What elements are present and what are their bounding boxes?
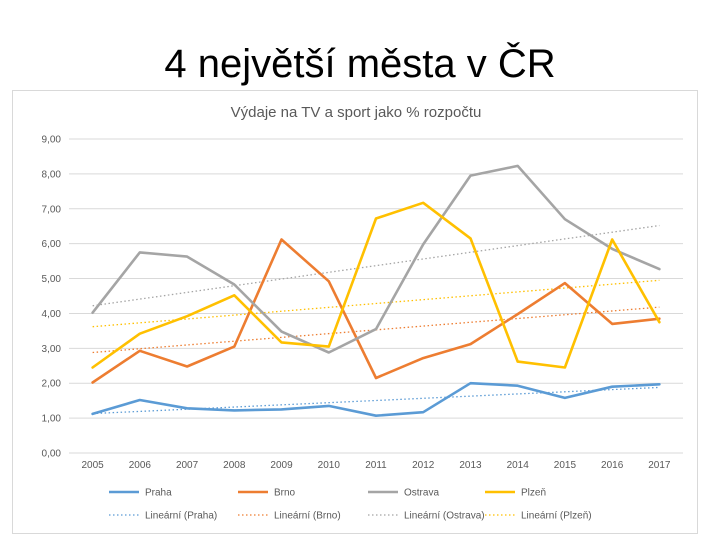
- y-tick-label: 5,00: [42, 274, 62, 285]
- series-line: [91, 381, 661, 418]
- trendline: [92, 279, 660, 328]
- x-tick-label: 2013: [459, 460, 482, 471]
- legend-label: Ostrava: [404, 488, 439, 499]
- series-line: [91, 238, 661, 384]
- y-tick-label: 9,00: [42, 135, 62, 146]
- legend-label: Plzeň: [521, 488, 546, 499]
- y-tick-label: 4,00: [42, 309, 62, 320]
- y-tick-label: 2,00: [42, 379, 62, 390]
- legend-label: Lineární (Plzeň): [521, 511, 592, 522]
- series-lines: [91, 164, 661, 418]
- y-tick-label: 3,00: [42, 344, 62, 355]
- x-tick-label: 2014: [507, 460, 530, 471]
- y-tick-label: 6,00: [42, 239, 62, 250]
- x-tick-label: 2016: [601, 460, 624, 471]
- legend: Praha Brno Ostrava Plzeň Lineární (Praha) Lin…: [109, 488, 592, 522]
- x-tick-label: 2015: [554, 460, 577, 471]
- series-line: [91, 201, 661, 369]
- y-tick-label: 0,00: [42, 449, 62, 460]
- gridlines: [69, 138, 683, 454]
- x-tick-label: 2005: [81, 460, 104, 471]
- x-tick-label: 2010: [318, 460, 341, 471]
- x-tick-label: 2017: [648, 460, 671, 471]
- legend-label: Lineární (Ostrava): [404, 511, 485, 522]
- series-line: [91, 164, 661, 354]
- trendline: [92, 224, 660, 307]
- chart-title: Výdaje na TV a sport jako % rozpočtu: [231, 104, 482, 121]
- x-tick-label: 2006: [129, 460, 152, 471]
- slide-title: 4 největší města v ČR: [164, 42, 556, 86]
- line-chart: Výdaje na TV a sport jako % rozpočtu 0,0…: [42, 104, 683, 522]
- x-tick-label: 2012: [412, 460, 435, 471]
- legend-label: Lineární (Praha): [145, 511, 217, 522]
- x-tick-label: 2008: [223, 460, 246, 471]
- y-tick-label: 8,00: [42, 169, 62, 180]
- x-tick-label: 2011: [365, 460, 387, 471]
- x-tick-label: 2007: [176, 460, 199, 471]
- y-tick-label: 7,00: [42, 204, 62, 215]
- x-axis-labels: 2005 2006 2007 2008 2009 2010 2011 2012 2013 2014…: [81, 460, 670, 471]
- legend-label: Brno: [274, 488, 296, 499]
- x-tick-label: 2009: [270, 460, 293, 471]
- trendline: [92, 386, 660, 415]
- legend-label: Lineární (Brno): [274, 511, 341, 522]
- y-tick-label: 1,00: [42, 414, 62, 425]
- y-axis-labels: 0,00 1,00 2,00 3,00 4,00 5,00 6,00 7,00 8,00 9,00: [42, 135, 62, 460]
- legend-label: Praha: [145, 488, 172, 499]
- chart-frame: Výdaje na TV a sport jako % rozpočtu 0,0…: [12, 90, 698, 534]
